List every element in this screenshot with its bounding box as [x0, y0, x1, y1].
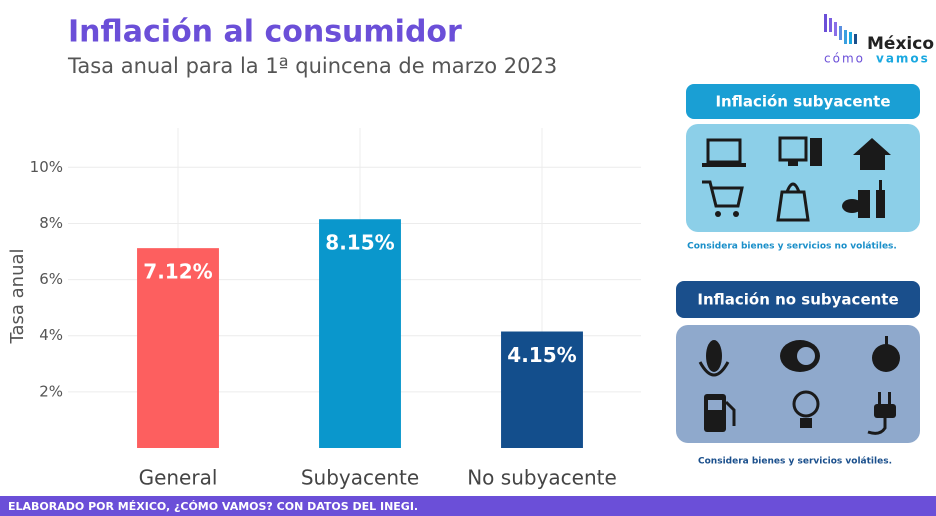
icon-bag: [785, 182, 801, 193]
icon-plug: [867, 418, 887, 435]
icon-plug: [888, 392, 891, 404]
value-label: 8.15%: [325, 231, 394, 255]
y-tick-label: 10%: [30, 158, 63, 176]
bar: [137, 248, 219, 448]
icon-food: [858, 190, 870, 218]
footer-bar: [0, 496, 936, 516]
icons: [698, 336, 900, 435]
x-tick-label: General: [139, 466, 218, 490]
logo-bar: [844, 30, 847, 44]
logo-bar: [839, 26, 842, 40]
logo-bar: [829, 18, 832, 32]
icon-plug: [874, 404, 896, 418]
panel-note: Considera bienes y servicios volátiles.: [698, 457, 892, 467]
value-label: 7.12%: [143, 260, 212, 284]
panel-header: [676, 281, 920, 318]
icon-bag: [776, 190, 810, 222]
icon-pump: [724, 400, 736, 426]
panel-note: Considera bienes y servicios no volátile…: [687, 242, 897, 252]
icon-house: [853, 138, 891, 170]
icon-cart: [733, 211, 739, 217]
icon-apple: [885, 336, 888, 345]
logo-text: cómo: [824, 52, 865, 66]
y-axis-label: Tasa anual: [7, 248, 28, 344]
icon-food: [876, 190, 885, 218]
chart-subtitle: Tasa anual para la 1ª quincena de marzo …: [67, 54, 557, 78]
icon-pump: [708, 400, 722, 410]
plot: 2% 4% 6% 8% 10% General 7.12% Subyacente 8.15% No…: [30, 128, 641, 490]
bar: [319, 219, 401, 448]
icon-avocado: [797, 347, 815, 365]
icon-pump: [704, 394, 726, 432]
icon-computer: [810, 138, 822, 166]
icon-computer: [778, 136, 808, 162]
logo-text: México: [867, 34, 934, 54]
logo-text: vamos: [876, 52, 930, 66]
logo-bar: [824, 14, 827, 32]
icon-plug: [878, 392, 881, 404]
icon-corn: [706, 340, 722, 372]
x-tick-label: Subyacente: [301, 466, 419, 490]
icon-bulb: [792, 390, 820, 418]
icon-apple: [872, 344, 900, 372]
footer-text: ELABORADO POR MÉXICO, ¿CÓMO VAMOS? CON D…: [8, 500, 418, 513]
y-tick-label: 2%: [39, 382, 63, 400]
panel-header: [686, 84, 920, 119]
panel-box: [676, 325, 920, 443]
icon-laptop: [702, 163, 746, 167]
chart-title: Inflación al consumidor: [68, 15, 462, 50]
y-tick-label: 6%: [39, 270, 63, 288]
icon-food: [842, 199, 862, 213]
icon-cart: [702, 180, 744, 208]
logo-bar: [854, 34, 857, 44]
icon-food: [879, 180, 882, 190]
icon-laptop: [706, 138, 742, 164]
icon-computer: [788, 161, 798, 166]
value-label: 4.15%: [507, 343, 576, 367]
y-tick-label: 4%: [39, 326, 63, 344]
panel-title: Inflación subyacente: [715, 93, 890, 111]
panel-title: Inflación no subyacente: [697, 291, 898, 309]
logo-bar: [834, 22, 837, 36]
logo-bar: [849, 32, 852, 44]
icon-corn: [698, 361, 730, 377]
logo: México cómo vamos: [824, 14, 934, 66]
bar: [501, 331, 583, 448]
icon-cart: [715, 211, 721, 217]
icons: [702, 136, 891, 222]
y-tick-label: 8%: [39, 214, 63, 232]
x-tick-label: No subyacente: [467, 466, 617, 490]
icon-bulb: [800, 418, 812, 428]
